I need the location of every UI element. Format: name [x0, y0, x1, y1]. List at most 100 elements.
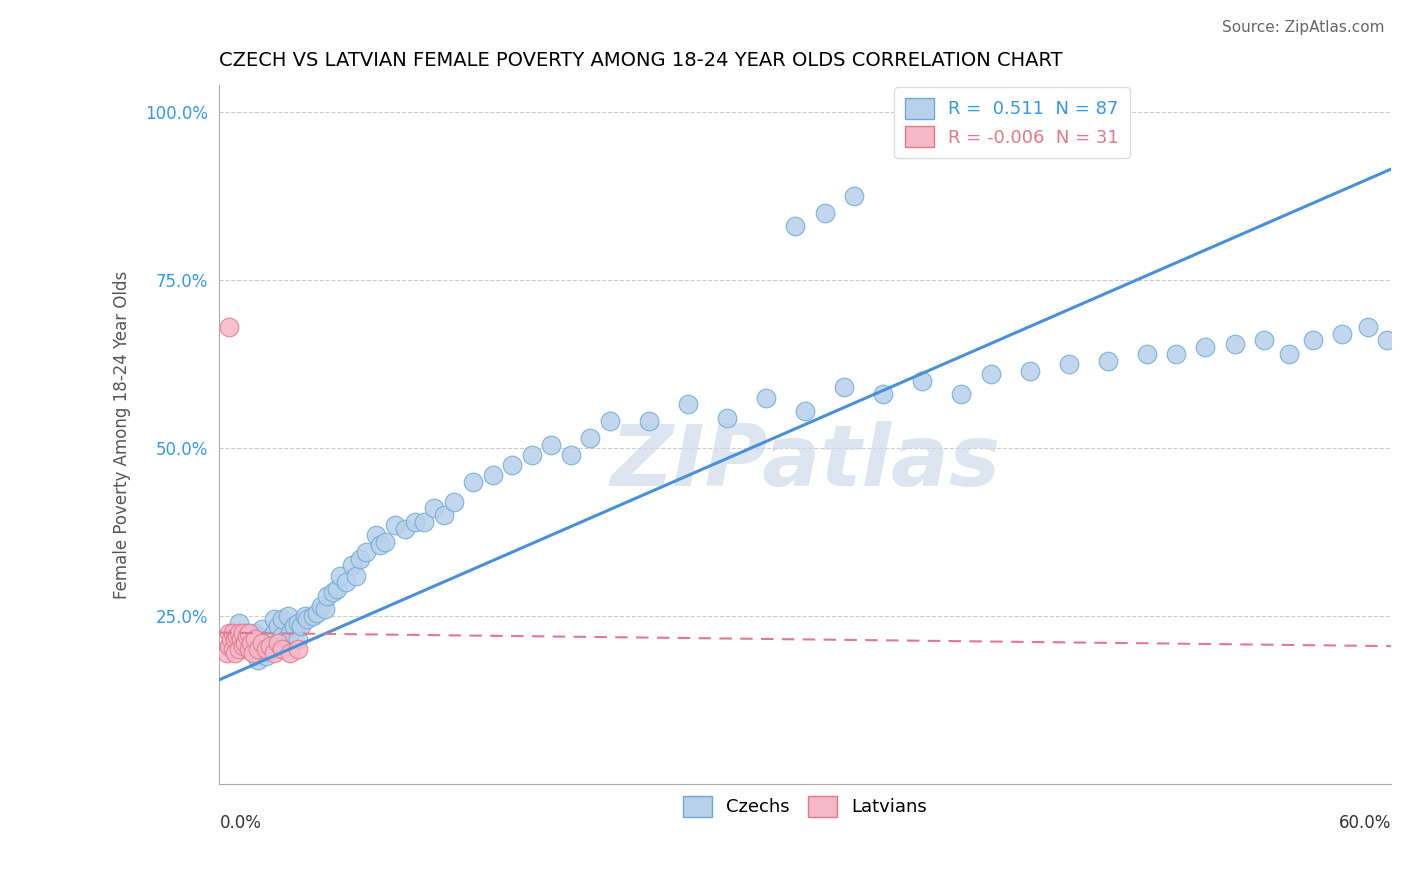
Point: [254, 649, 277, 664]
Point: [218, 639, 240, 653]
Point: [340, 558, 363, 573]
Point: [676, 397, 699, 411]
Point: [785, 219, 807, 234]
Point: [228, 642, 250, 657]
Point: [232, 639, 254, 653]
Point: [1357, 320, 1379, 334]
Point: [217, 646, 239, 660]
Point: [290, 619, 312, 633]
Point: [716, 410, 738, 425]
Point: [219, 632, 242, 647]
Point: [267, 619, 290, 633]
Point: [384, 518, 406, 533]
Point: [1223, 336, 1246, 351]
Point: [287, 632, 309, 647]
Point: [1097, 353, 1119, 368]
Point: [263, 625, 285, 640]
Point: [263, 612, 285, 626]
Point: [218, 625, 240, 640]
Point: [271, 642, 294, 657]
Point: [243, 625, 266, 640]
Legend: Czechs, Latvians: Czechs, Latvians: [676, 789, 935, 823]
Point: [1057, 357, 1080, 371]
Point: [1331, 326, 1354, 341]
Point: [1018, 364, 1040, 378]
Point: [236, 629, 259, 643]
Point: [278, 625, 301, 640]
Point: [263, 646, 285, 660]
Point: [239, 636, 262, 650]
Point: [238, 642, 260, 657]
Point: [302, 608, 325, 623]
Point: [344, 568, 367, 582]
Point: [252, 636, 274, 650]
Point: [755, 391, 778, 405]
Point: [423, 501, 446, 516]
Point: [368, 538, 391, 552]
Point: [277, 608, 299, 623]
Point: [287, 615, 309, 630]
Point: [271, 629, 294, 643]
Point: [259, 642, 281, 657]
Point: [243, 632, 266, 647]
Point: [1302, 334, 1324, 348]
Point: [794, 404, 817, 418]
Point: [394, 522, 416, 536]
Point: [236, 625, 259, 640]
Point: [247, 629, 270, 643]
Point: [218, 639, 240, 653]
Point: [579, 431, 602, 445]
Point: [599, 414, 621, 428]
Point: [267, 636, 290, 650]
Point: [294, 608, 316, 623]
Point: [224, 632, 246, 647]
Point: [229, 632, 252, 647]
Point: [329, 568, 352, 582]
Point: [239, 636, 262, 650]
Point: [322, 585, 344, 599]
Point: [259, 639, 281, 653]
Point: [520, 448, 543, 462]
Text: CZECH VS LATVIAN FEMALE POVERTY AMONG 18-24 YEAR OLDS CORRELATION CHART: CZECH VS LATVIAN FEMALE POVERTY AMONG 18…: [219, 51, 1063, 70]
Point: [254, 642, 277, 657]
Point: [481, 467, 503, 482]
Point: [314, 602, 336, 616]
Text: Source: ZipAtlas.com: Source: ZipAtlas.com: [1222, 20, 1385, 35]
Point: [354, 545, 377, 559]
Point: [271, 612, 294, 626]
Point: [1253, 334, 1275, 348]
Point: [232, 642, 254, 657]
Point: [238, 625, 260, 640]
Point: [1136, 347, 1159, 361]
Text: ZIPatlas: ZIPatlas: [610, 421, 1000, 504]
Point: [364, 528, 387, 542]
Point: [232, 625, 254, 640]
Point: [335, 575, 357, 590]
Point: [228, 615, 250, 630]
Point: [433, 508, 456, 522]
Point: [315, 589, 337, 603]
Point: [349, 551, 371, 566]
Point: [814, 206, 837, 220]
Point: [1194, 340, 1216, 354]
Point: [287, 642, 309, 657]
Point: [274, 632, 297, 647]
Point: [267, 636, 290, 650]
Point: [297, 612, 319, 626]
Point: [252, 623, 274, 637]
Point: [404, 515, 426, 529]
Point: [222, 625, 245, 640]
Point: [283, 619, 305, 633]
Text: 0.0%: 0.0%: [219, 814, 262, 832]
Point: [443, 494, 465, 508]
Y-axis label: Female Poverty Among 18-24 Year Olds: Female Poverty Among 18-24 Year Olds: [114, 270, 131, 599]
Point: [911, 374, 934, 388]
Point: [242, 646, 264, 660]
Point: [228, 625, 250, 640]
Point: [950, 387, 973, 401]
Point: [325, 582, 347, 596]
Point: [842, 189, 865, 203]
Point: [501, 458, 523, 472]
Point: [247, 642, 270, 657]
Point: [374, 535, 396, 549]
